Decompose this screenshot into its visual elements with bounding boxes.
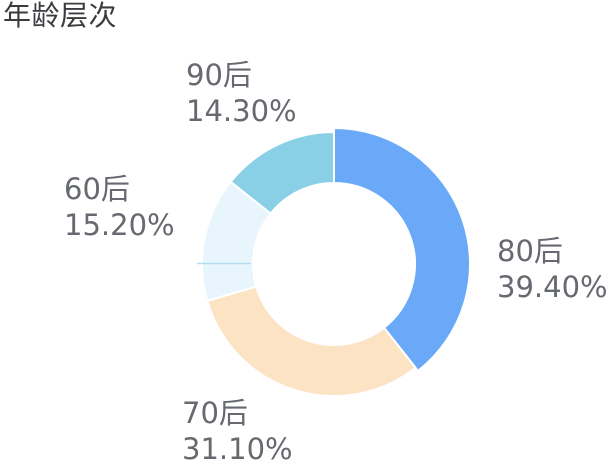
label-80s-name: 80后 bbox=[497, 234, 563, 268]
donut-slice-90s[interactable] bbox=[229, 131, 335, 215]
label-60s-percent: 15.20% bbox=[64, 208, 175, 242]
chart-title: 年龄层次 bbox=[3, 0, 118, 32]
donut-slice-70s[interactable] bbox=[206, 285, 417, 397]
label-90s-name: 90后 bbox=[186, 58, 252, 92]
label-80s: 80后 39.40% bbox=[497, 233, 608, 305]
label-70s: 70后 31.10% bbox=[182, 395, 293, 460]
label-70s-name: 70后 bbox=[182, 396, 248, 430]
label-60s: 60后 15.20% bbox=[64, 171, 175, 243]
label-80s-percent: 39.40% bbox=[497, 270, 608, 304]
label-60s-name: 60后 bbox=[64, 172, 130, 206]
label-90s-percent: 14.30% bbox=[186, 94, 297, 128]
label-90s: 90后 14.30% bbox=[186, 57, 297, 129]
donut-slice-80s[interactable] bbox=[333, 127, 471, 372]
label-70s-percent: 31.10% bbox=[182, 432, 293, 460]
